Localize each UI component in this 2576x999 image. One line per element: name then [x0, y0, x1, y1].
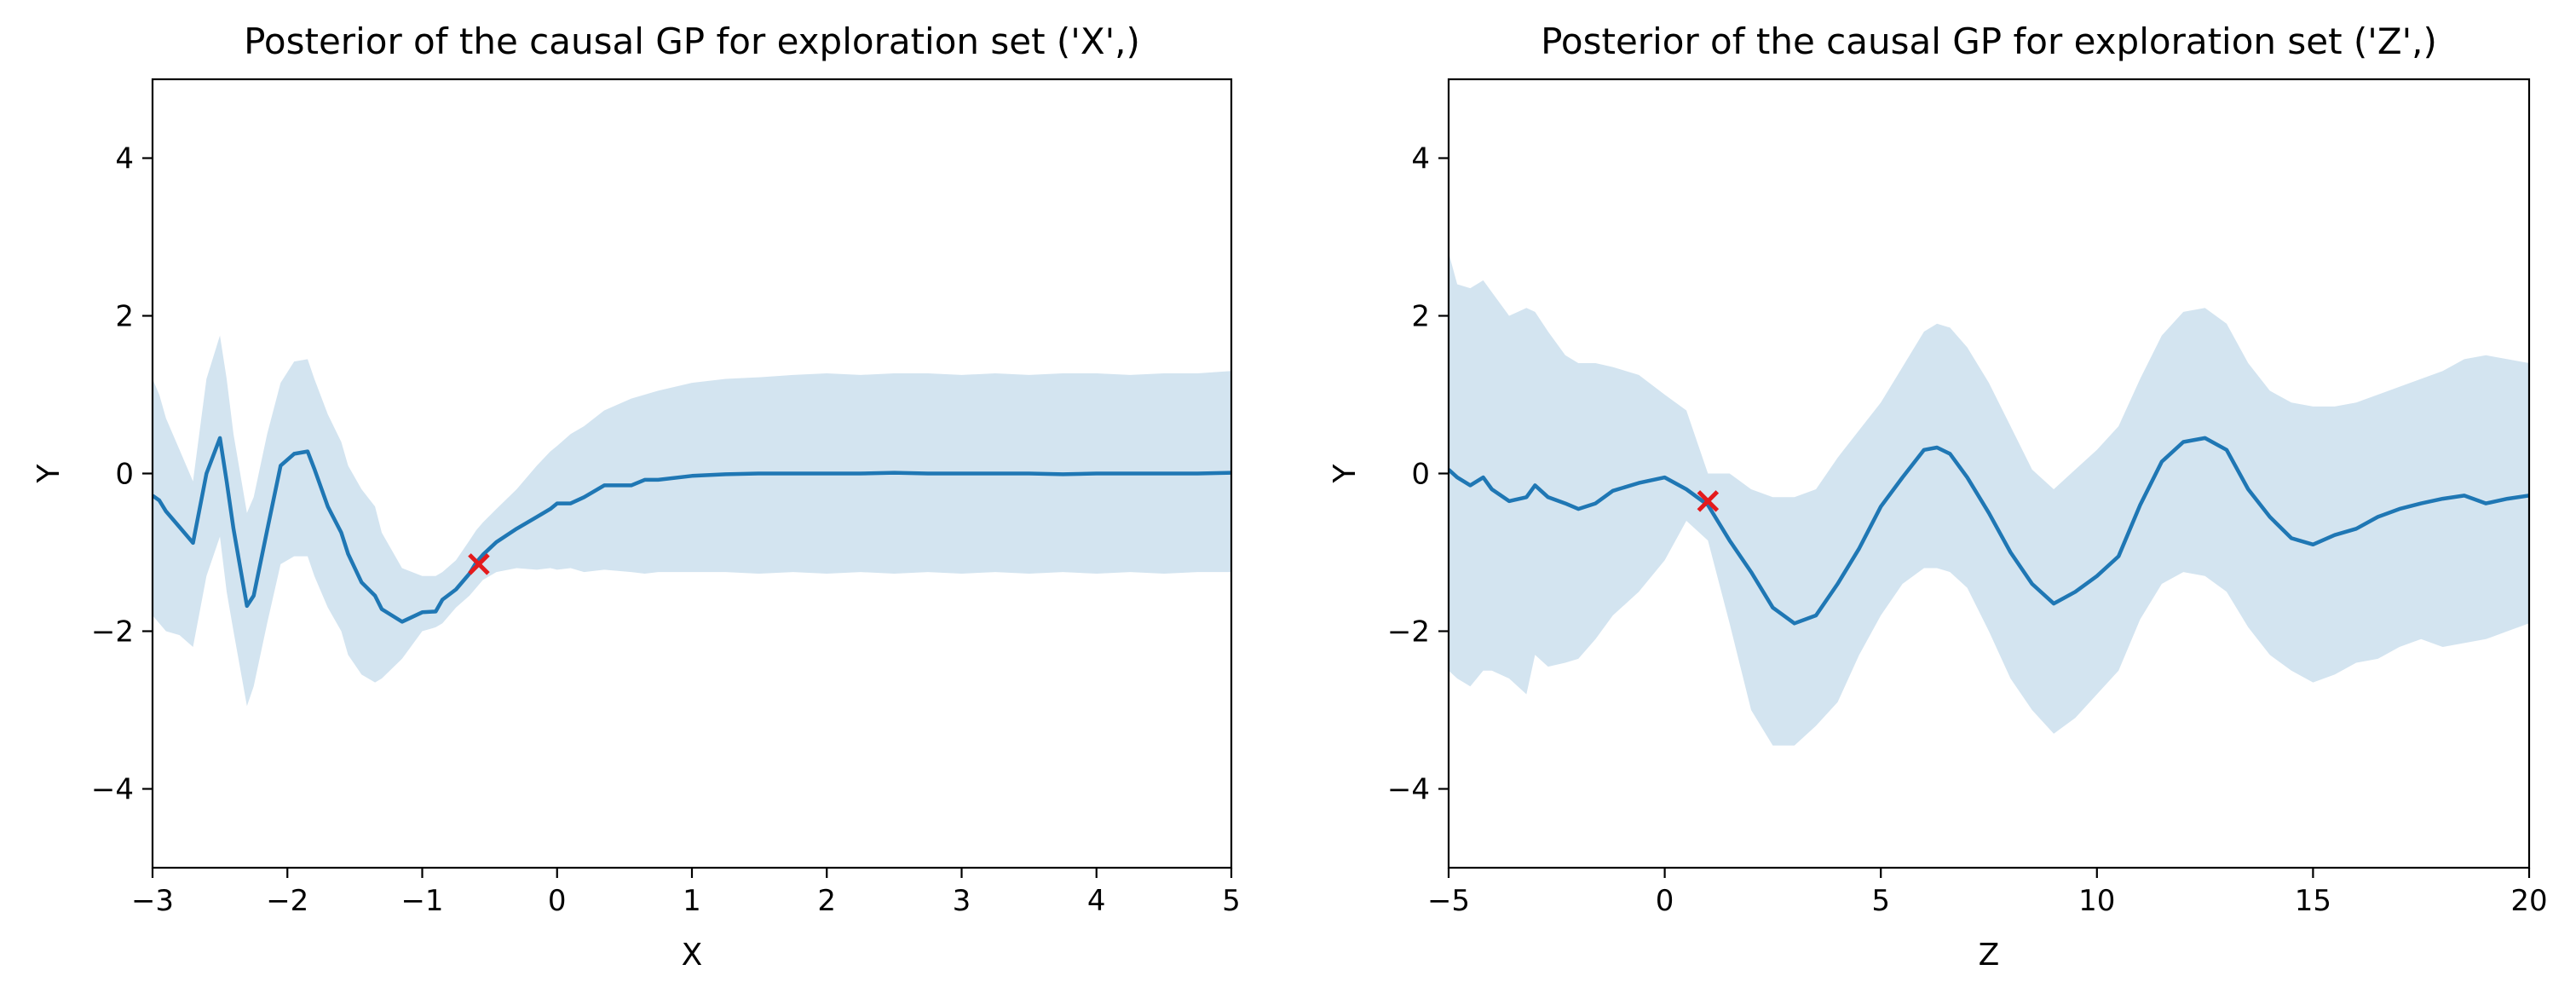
y-axis-label: Y: [32, 464, 66, 484]
x-tick-label: 15: [2295, 884, 2331, 918]
y-tick-label: −2: [91, 615, 134, 650]
observation-marker: [468, 553, 490, 575]
chart-panel-1: −3 −2 −1 0 1 2 3 4 5 −4 −2 0 2 4 Posterior of the caus…: [32, 20, 1241, 973]
y-tick-label: 4: [115, 142, 134, 176]
y-tick-label: 0: [1411, 458, 1430, 492]
y-axis-label: Y: [1328, 464, 1363, 484]
chart-title: Posterior of the causal GP for explorati…: [1541, 20, 2437, 62]
y-tick-label: −2: [1387, 615, 1430, 650]
x-tick-label: 20: [2510, 884, 2547, 918]
x-tick-label: 5: [1871, 884, 1890, 918]
observation-marker: [1697, 490, 1720, 512]
chart-title: Posterior of the causal GP for explorati…: [244, 20, 1140, 62]
x-tick-label: 1: [683, 884, 701, 918]
y-tick-label: −4: [1387, 773, 1430, 807]
y-tick-label: 2: [115, 300, 134, 334]
y-tick-label: 0: [115, 458, 134, 492]
y-tick-label: 2: [1411, 300, 1430, 334]
x-axis-label: Z: [1979, 938, 2000, 973]
x-tick-label: 3: [953, 884, 971, 918]
posterior-mean-line: [1449, 436, 2529, 626]
x-tick-label: −5: [1427, 884, 1470, 918]
y-tick-label: 4: [1411, 142, 1430, 176]
x-tick-label: 0: [548, 884, 567, 918]
x-tick-label: −2: [266, 884, 308, 918]
chart-panel-2: −5 0 5 10 15 20 −4 −2 0 2 4 Posterior of the causal…: [1328, 20, 2548, 973]
y-tick-label: −4: [91, 773, 134, 807]
x-tick-label: 10: [2078, 884, 2115, 918]
confidence-band: [1449, 252, 2529, 746]
x-axis-label: X: [682, 938, 703, 973]
x-tick-label: 0: [1656, 884, 1674, 918]
x-tick-label: 4: [1087, 884, 1106, 918]
x-tick-label: −3: [131, 884, 174, 918]
x-tick-label: 5: [1222, 884, 1241, 918]
posterior-mean-line: [153, 436, 1231, 624]
x-tick-label: −1: [401, 884, 443, 918]
x-tick-label: 2: [817, 884, 836, 918]
confidence-band: [153, 335, 1231, 707]
